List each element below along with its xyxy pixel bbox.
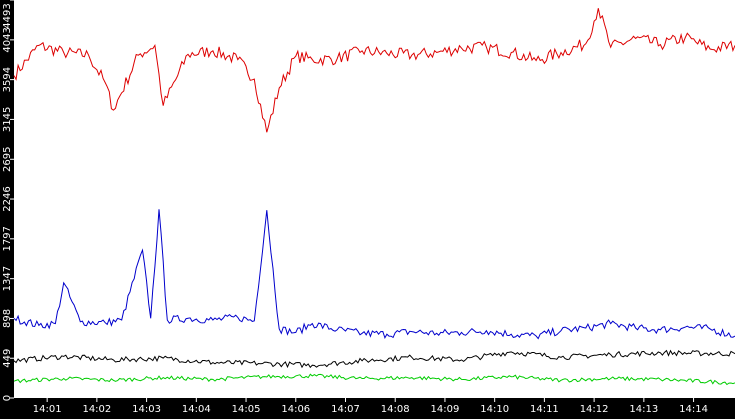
x-tick-label: 14:03 bbox=[132, 404, 161, 415]
x-tick-label: 14:13 bbox=[629, 404, 658, 415]
y-tick-label: 2695 bbox=[2, 147, 13, 172]
x-tick-label: 14:01 bbox=[33, 404, 62, 415]
x-tick-label: 14:10 bbox=[480, 404, 509, 415]
y-tick-label: 3145 bbox=[2, 107, 13, 132]
x-tick-label: 14:14 bbox=[679, 404, 708, 415]
x-tick-label: 14:04 bbox=[182, 404, 211, 415]
series-layer bbox=[13, 8, 735, 386]
series-line-2 bbox=[13, 349, 735, 369]
x-tick-label: 14:08 bbox=[381, 404, 410, 415]
series-line-1 bbox=[13, 209, 735, 340]
x-tick-label: 14:02 bbox=[82, 404, 111, 415]
series-line-0 bbox=[13, 8, 735, 133]
y-tick-label: 449 bbox=[2, 349, 13, 368]
y-tick-label: 4493 bbox=[2, 3, 13, 28]
x-tick-label: 14:09 bbox=[431, 404, 460, 415]
x-axis: 14:01 14:02 14:03 14:04 14:05 14:06 14:07 14:08… bbox=[33, 398, 708, 415]
y-tick-label: 0 bbox=[2, 395, 13, 401]
y-tick-label: 4043 bbox=[2, 27, 13, 52]
x-tick-label: 14:12 bbox=[580, 404, 609, 415]
x-tick-label: 14:05 bbox=[232, 404, 261, 415]
x-tick-label: 14:06 bbox=[281, 404, 310, 415]
x-tick-label: 14:07 bbox=[331, 404, 360, 415]
y-tick-label: 898 bbox=[2, 309, 13, 328]
x-tick-label: 14:11 bbox=[530, 404, 559, 415]
y-tick-label: 3594 bbox=[2, 67, 13, 92]
series-line-3 bbox=[13, 373, 735, 386]
plot-area bbox=[14, 0, 735, 398]
y-tick-label: 2246 bbox=[2, 186, 13, 211]
y-tick-label: 1347 bbox=[2, 266, 13, 291]
y-tick-label: 1797 bbox=[2, 226, 13, 251]
